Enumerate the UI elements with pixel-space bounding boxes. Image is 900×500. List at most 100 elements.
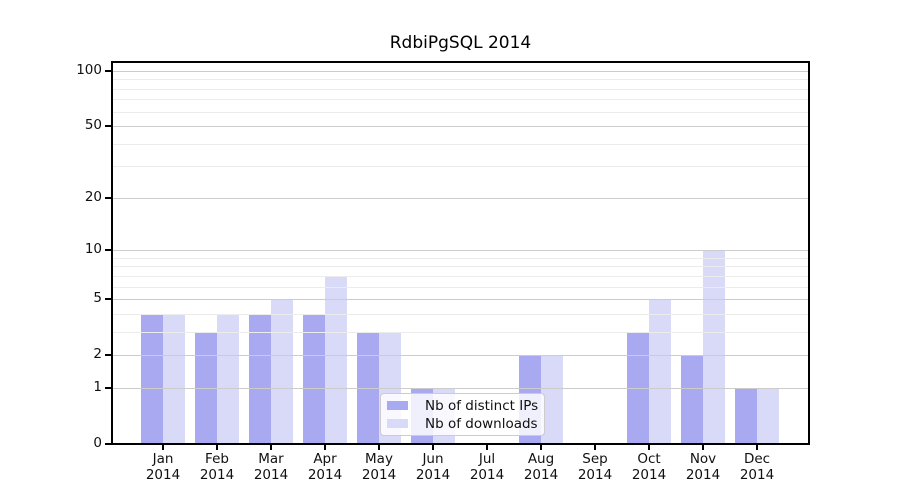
minor-gridline xyxy=(112,166,809,168)
x-tick-month: Feb xyxy=(205,451,229,467)
x-tick-year: 2014 xyxy=(253,467,289,483)
x-tick xyxy=(702,444,704,450)
y-tick-label: 2 xyxy=(93,346,102,363)
y-tick xyxy=(105,386,112,389)
x-tick-year: 2014 xyxy=(199,467,235,483)
legend-label-distinct-ips: Nb of distinct IPs xyxy=(425,397,539,414)
y-tick xyxy=(105,196,112,199)
legend-item-distinct-ips: Nb of distinct IPs xyxy=(387,397,544,415)
bar-downloads-nov xyxy=(703,250,725,444)
x-tick-label: Dec 2014 xyxy=(727,451,787,483)
x-tick xyxy=(540,444,542,450)
x-tick-month: Sep xyxy=(582,451,608,467)
x-tick-month: Jul xyxy=(478,451,496,467)
x-tick xyxy=(216,444,218,450)
x-tick-label: Jul 2014 xyxy=(457,451,517,483)
x-tick-month: Mar xyxy=(258,451,284,467)
x-tick xyxy=(378,444,380,450)
y-tick xyxy=(105,70,112,72)
x-tick-year: 2014 xyxy=(739,467,775,483)
minor-gridline xyxy=(112,257,809,259)
x-tick-year: 2014 xyxy=(523,467,559,483)
x-tick-year: 2014 xyxy=(469,467,505,483)
y-tick xyxy=(105,443,112,445)
y-tick xyxy=(105,354,112,357)
y-tick-label: 10 xyxy=(84,241,102,258)
x-tick-label: Nov 2014 xyxy=(673,451,733,483)
minor-gridline xyxy=(112,286,809,288)
x-tick xyxy=(324,444,326,450)
legend-swatch-downloads xyxy=(387,419,408,428)
x-tick-label: Feb 2014 xyxy=(187,451,247,483)
bar-distinct-ips-apr xyxy=(303,313,325,444)
x-tick-label: Apr 2014 xyxy=(295,451,355,483)
x-tick-year: 2014 xyxy=(307,467,343,483)
major-gridline xyxy=(112,299,809,301)
bar-distinct-ips-mar xyxy=(249,313,271,444)
x-tick-label: Jun 2014 xyxy=(403,451,463,483)
x-tick-label: Oct 2014 xyxy=(619,451,679,483)
x-tick xyxy=(756,444,758,450)
x-tick-month: Nov xyxy=(689,451,717,467)
x-tick-month: Jun xyxy=(422,451,444,467)
major-gridline xyxy=(112,355,809,357)
legend-label-downloads: Nb of downloads xyxy=(425,415,538,432)
y-tick xyxy=(105,249,112,252)
x-tick-label: Sep 2014 xyxy=(565,451,625,483)
minor-gridline xyxy=(112,79,809,81)
minor-gridline xyxy=(112,111,809,113)
minor-gridline xyxy=(112,313,809,315)
minor-gridline xyxy=(112,331,809,333)
major-gridline xyxy=(112,126,809,128)
bar-downloads-oct xyxy=(649,299,671,444)
chart-title: RdbiPgSQL 2014 xyxy=(389,33,532,53)
bar-downloads-aug xyxy=(541,355,563,444)
y-tick-label: 100 xyxy=(76,62,102,78)
x-tick xyxy=(648,444,650,450)
major-gridline xyxy=(112,71,809,72)
bar-downloads-dec xyxy=(757,387,779,444)
x-tick-month: Apr xyxy=(313,451,337,467)
bar-distinct-ips-jan xyxy=(141,313,163,444)
legend-item-downloads: Nb of downloads xyxy=(387,415,544,433)
legend-swatch-distinct-ips xyxy=(387,401,408,410)
x-tick-month: May xyxy=(365,451,393,467)
major-gridline xyxy=(112,387,809,389)
y-tick xyxy=(105,125,112,128)
bar-downloads-jan xyxy=(163,313,185,444)
bar-downloads-mar xyxy=(271,299,293,444)
y-tick-label: 20 xyxy=(84,188,102,205)
x-tick-year: 2014 xyxy=(361,467,397,483)
y-tick-label: 50 xyxy=(84,117,102,134)
x-tick xyxy=(162,444,164,450)
bar-distinct-ips-dec xyxy=(735,387,757,444)
y-tick-label: 0 xyxy=(93,435,102,451)
minor-gridline xyxy=(112,266,809,268)
x-tick-label: Mar 2014 xyxy=(241,451,301,483)
legend: Nb of distinct IPs Nb of downloads xyxy=(380,393,545,436)
x-tick-year: 2014 xyxy=(631,467,667,483)
x-tick xyxy=(594,444,596,450)
minor-gridline xyxy=(112,99,809,101)
x-tick-month: Dec xyxy=(743,451,771,467)
x-tick-month: Oct xyxy=(637,451,661,467)
x-tick-label: Jan 2014 xyxy=(133,451,193,483)
x-tick-year: 2014 xyxy=(577,467,613,483)
y-tick-label: 5 xyxy=(93,290,102,307)
x-tick xyxy=(432,444,434,450)
y-tick xyxy=(105,298,112,301)
minor-gridline xyxy=(112,88,809,90)
plot-area xyxy=(112,62,809,444)
x-tick-label: Aug 2014 xyxy=(511,451,571,483)
x-tick-month: Jan xyxy=(152,451,174,467)
major-gridline xyxy=(112,197,809,199)
x-tick xyxy=(486,444,488,450)
minor-gridline xyxy=(112,275,809,277)
x-tick-year: 2014 xyxy=(685,467,721,483)
x-tick-month: Aug xyxy=(527,451,555,467)
bar-downloads-feb xyxy=(217,313,239,444)
x-tick-year: 2014 xyxy=(415,467,451,483)
major-gridline xyxy=(112,250,809,252)
bar-downloads-apr xyxy=(325,275,347,444)
